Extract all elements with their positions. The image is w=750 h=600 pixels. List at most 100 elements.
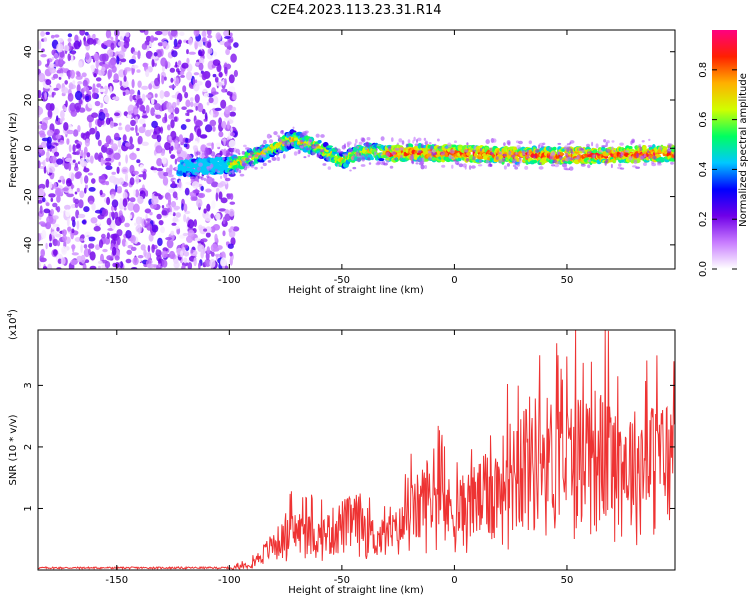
halo-blob	[361, 157, 366, 162]
noise-blob	[128, 111, 132, 115]
noise-blob	[41, 229, 47, 239]
halo-blob	[319, 149, 325, 152]
noise-blob	[156, 168, 164, 172]
snr-multiplier: (x104)	[6, 309, 19, 340]
noise-blob	[166, 102, 173, 110]
halo-blob	[197, 176, 203, 179]
noise-blob	[178, 179, 182, 189]
noise-blob	[169, 67, 176, 73]
noise-blob	[54, 59, 61, 67]
noise-blob	[215, 32, 222, 40]
halo-blob	[444, 146, 449, 149]
noise-blob	[105, 165, 113, 170]
halo-blob	[412, 139, 415, 144]
halo-blob	[539, 162, 542, 165]
noise-blob	[62, 104, 66, 110]
noise-blob	[187, 262, 193, 269]
noise-blob	[122, 168, 128, 173]
snr-ticks: -150 -100 -50 0 50 1 2 3	[23, 330, 675, 586]
noise-blob	[65, 209, 71, 218]
noise-blob	[57, 179, 62, 183]
noise-blob	[70, 172, 75, 182]
noise-blob	[172, 216, 179, 222]
noise-blob	[171, 180, 176, 188]
halo-blob	[278, 138, 283, 143]
noise-blob	[172, 191, 178, 199]
halo-blob	[643, 153, 647, 158]
noise-blob	[82, 79, 88, 87]
noise-blob	[71, 244, 76, 250]
halo-blob	[322, 163, 327, 166]
noise-blob	[168, 114, 175, 120]
noise-blob	[214, 107, 222, 111]
noise-blob	[60, 257, 66, 265]
spectrogram-ylabel: Frequency (Hz)	[8, 112, 19, 188]
halo-blob	[306, 147, 311, 151]
noise-blob	[74, 162, 78, 169]
halo-blob	[604, 161, 607, 166]
colorbar: 0.0 0.2 0.4 0.6 0.8 Normalized spectral ampl…	[698, 30, 749, 277]
noise-blob	[210, 213, 214, 219]
noise-blob	[191, 181, 200, 189]
noise-blob	[137, 50, 141, 60]
halo-blob	[364, 147, 368, 150]
noise-blob	[173, 38, 178, 48]
spectrogram-ytick-label: 40	[23, 45, 34, 58]
halo-blob	[206, 166, 210, 169]
noise-blob	[105, 30, 112, 39]
noise-blob	[84, 31, 89, 36]
noise-blob	[137, 255, 144, 259]
noise-blob	[128, 89, 135, 95]
noise-blob	[233, 69, 238, 78]
halo-blob	[210, 151, 216, 157]
noise-blob	[122, 91, 126, 97]
halo-blob	[477, 164, 483, 167]
noise-blob	[118, 177, 124, 185]
halo-blob	[647, 145, 653, 148]
noise-blob	[125, 154, 128, 164]
noise-blob	[186, 49, 189, 55]
halo-blob	[417, 150, 422, 153]
noise-blob	[90, 155, 94, 164]
noise-blob	[139, 118, 146, 125]
halo-blob	[638, 144, 642, 148]
noise-blob	[207, 34, 213, 39]
noise-blob	[168, 135, 172, 141]
halo-blob	[454, 160, 460, 165]
halo-blob	[391, 137, 394, 142]
noise-blob	[98, 88, 106, 93]
noise-blob	[146, 218, 152, 222]
halo-blob	[368, 162, 372, 165]
noise-blob	[141, 43, 148, 50]
noise-blob	[40, 31, 45, 37]
halo-blob	[526, 152, 530, 156]
halo-blob	[495, 156, 499, 160]
noise-blob	[136, 98, 144, 105]
halo-blob	[611, 140, 615, 143]
noise-blob	[157, 171, 161, 176]
halo-blob	[521, 150, 526, 153]
halo-blob	[299, 145, 304, 149]
halo-blob	[238, 152, 241, 155]
noise-blob	[201, 72, 207, 81]
noise-blob	[157, 42, 164, 47]
noise-blob	[133, 189, 136, 197]
noise-blob	[151, 97, 155, 105]
noise-blob	[56, 158, 64, 165]
noise-blob	[109, 120, 114, 129]
halo-blob	[336, 148, 341, 153]
noise-blob	[66, 129, 75, 135]
noise-blob	[72, 159, 76, 163]
noise-blob	[150, 107, 156, 117]
noise-blob	[179, 70, 185, 76]
halo-blob	[235, 148, 240, 154]
noise-blob	[205, 226, 212, 233]
noise-blob	[59, 175, 65, 181]
halo-blob	[633, 159, 638, 165]
noise-blob	[185, 99, 191, 108]
halo-blob	[428, 142, 432, 145]
noise-blob	[212, 59, 221, 66]
noise-blob	[60, 110, 65, 119]
halo-blob	[557, 142, 562, 145]
noise-blob	[184, 187, 190, 196]
